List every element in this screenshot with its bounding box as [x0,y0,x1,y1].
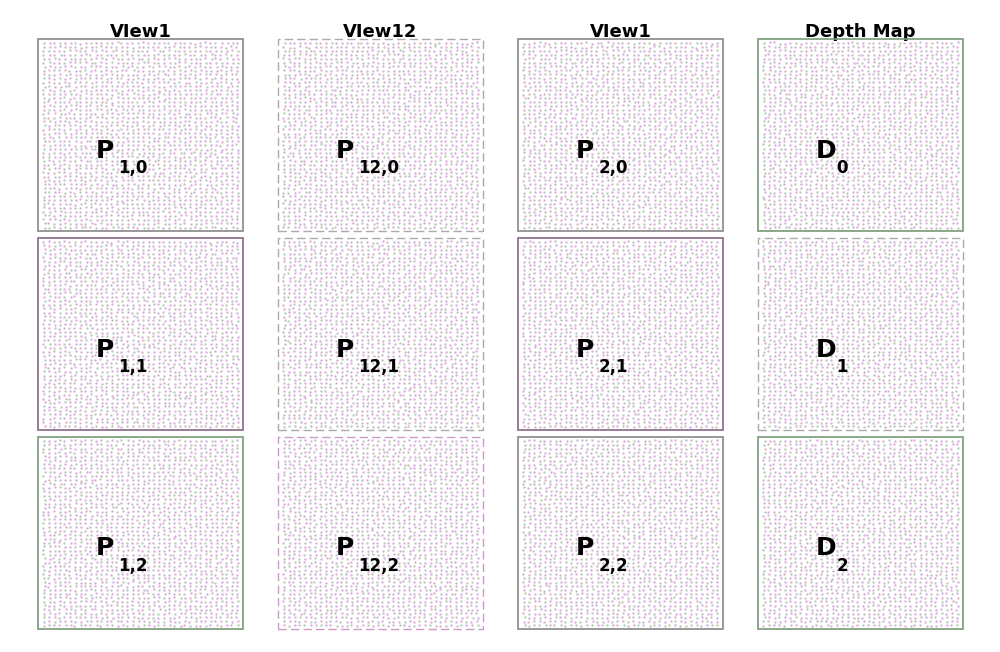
Bar [278,437,483,629]
Bar [758,437,963,629]
Text: 2,2: 2,2 [598,557,628,575]
Text: 12,1: 12,1 [358,358,399,376]
Bar [38,437,243,629]
Text: P: P [95,338,114,362]
Bar [518,238,723,430]
Text: P: P [95,139,114,163]
Bar [38,238,243,430]
Text: VIew1: VIew1 [110,23,171,41]
Bar [758,39,963,231]
Text: 2,1: 2,1 [598,358,628,376]
Bar [518,39,723,231]
Text: 0: 0 [836,159,848,177]
Text: P: P [335,338,354,362]
Bar [518,238,723,430]
Bar [278,39,483,231]
Bar [38,437,243,629]
Bar [758,39,963,231]
Bar [278,437,483,629]
Text: D: D [815,139,836,163]
Text: D: D [815,338,836,362]
Bar [518,39,723,231]
Text: P: P [575,338,594,362]
Text: D: D [815,537,836,561]
Bar [758,238,963,430]
Text: P: P [95,537,114,561]
Bar [38,238,243,430]
Text: VIew12: VIew12 [343,23,418,41]
Bar [38,39,243,231]
Bar [38,39,243,231]
Text: 12,2: 12,2 [358,557,400,575]
Text: 2,0: 2,0 [598,159,628,177]
Bar [758,437,963,629]
Bar [518,437,723,629]
Text: 2: 2 [836,557,848,575]
Bar [278,238,483,430]
Text: 1,1: 1,1 [118,358,148,376]
Text: P: P [575,139,594,163]
Text: P: P [575,537,594,561]
Text: P: P [335,139,354,163]
Bar [278,238,483,430]
Bar [758,238,963,430]
Text: VIew1: VIew1 [590,23,651,41]
Text: Depth Map: Depth Map [805,23,916,41]
Bar [518,437,723,629]
Bar [278,39,483,231]
Text: 1: 1 [836,358,848,376]
Text: 1,2: 1,2 [118,557,148,575]
Text: 1,0: 1,0 [118,159,148,177]
Text: P: P [335,537,354,561]
Text: 12,0: 12,0 [358,159,399,177]
